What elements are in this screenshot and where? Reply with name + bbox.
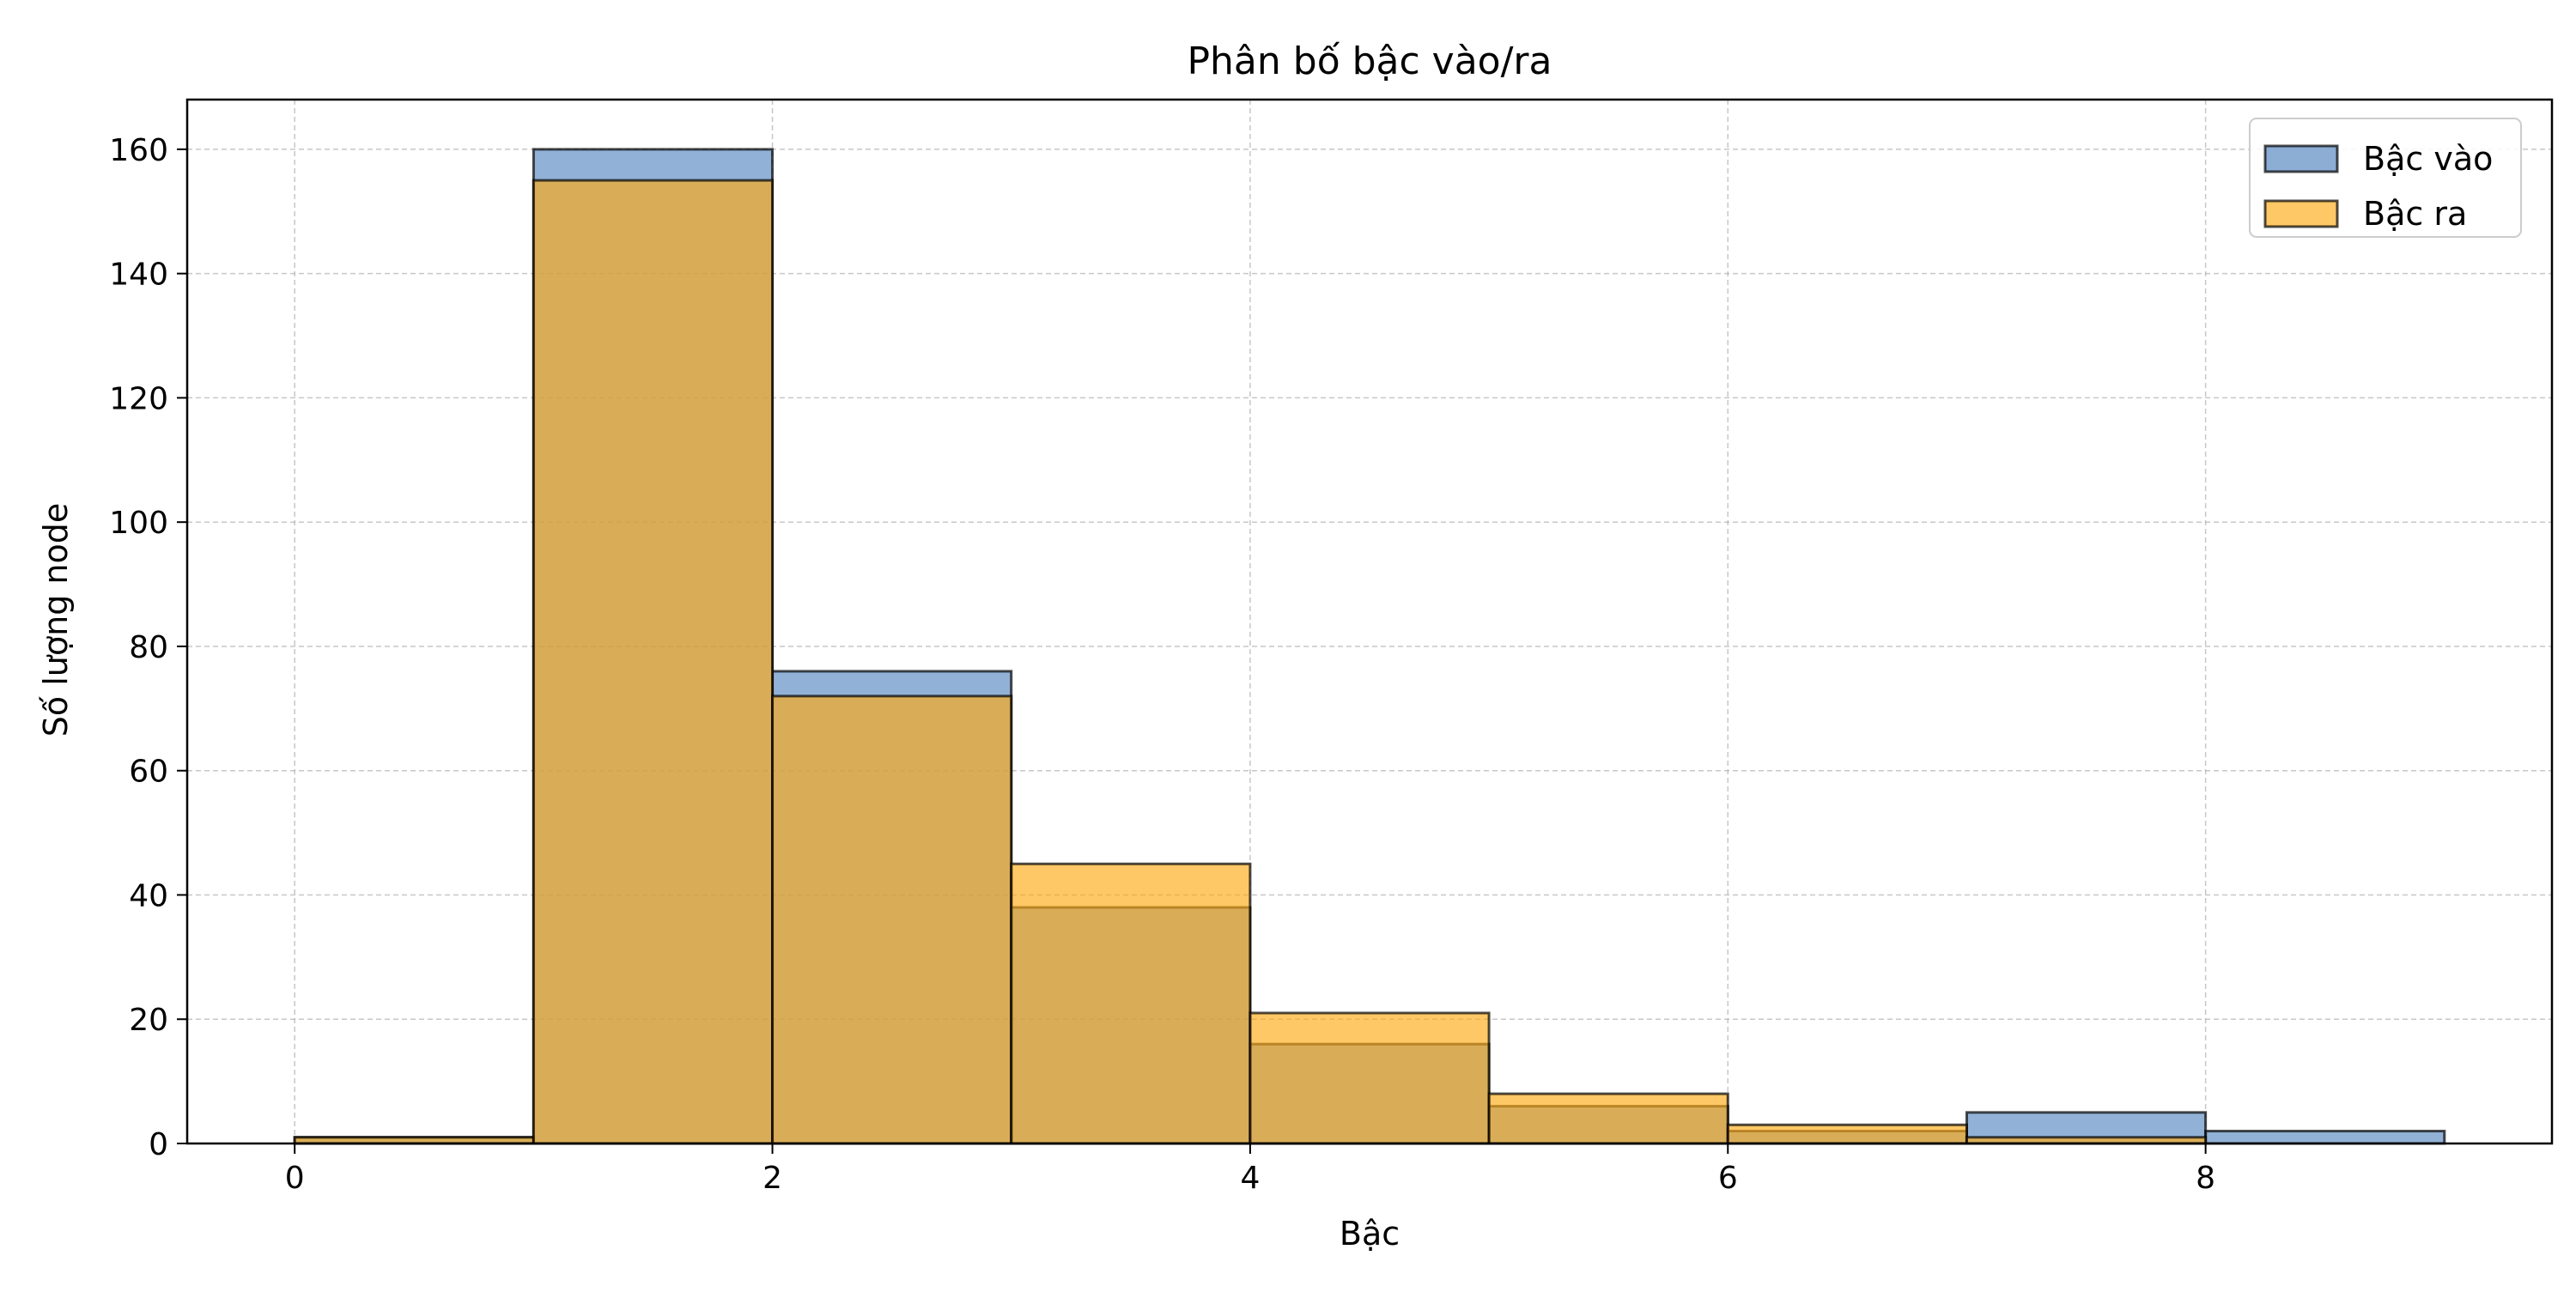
legend: Bậc vào Bậc ra bbox=[2249, 118, 2522, 238]
y-tick-label: 160 bbox=[109, 133, 168, 168]
series-2 bbox=[293, 179, 2208, 1145]
histogram-bar bbox=[1010, 862, 1252, 1145]
histogram-bar bbox=[1249, 1011, 1491, 1145]
y-tick-label: 80 bbox=[129, 630, 168, 665]
y-tick-label: 0 bbox=[149, 1127, 168, 1162]
legend-swatch bbox=[2263, 144, 2339, 173]
y-tick-label: 120 bbox=[109, 381, 168, 416]
y-tick-label: 100 bbox=[109, 506, 168, 541]
histogram-bar bbox=[532, 179, 775, 1145]
x-tick-label: 6 bbox=[1718, 1161, 1738, 1196]
x-tick-label: 4 bbox=[1240, 1161, 1260, 1196]
legend-label: Bậc vào bbox=[2363, 140, 2493, 178]
y-tick-label: 20 bbox=[129, 1003, 168, 1038]
y-axis-label: Số lượng node bbox=[37, 503, 75, 737]
x-tick-label: 2 bbox=[762, 1161, 782, 1196]
x-tick-label: 0 bbox=[285, 1161, 305, 1196]
histogram-bar bbox=[2204, 1130, 2446, 1145]
y-tick-label: 40 bbox=[129, 878, 168, 913]
chart-title: Phân bố bậc vào/ra bbox=[1188, 39, 1552, 83]
legend-swatch bbox=[2263, 199, 2339, 228]
y-tick-label: 60 bbox=[129, 755, 168, 790]
plot-frame bbox=[185, 98, 2554, 1145]
y-tick-label: 140 bbox=[109, 258, 168, 293]
x-axis-label: Bậc bbox=[1340, 1215, 1400, 1253]
histogram-bar bbox=[1726, 1123, 1968, 1145]
legend-label: Bậc ra bbox=[2363, 195, 2467, 233]
x-tick-label: 8 bbox=[2196, 1161, 2215, 1196]
histogram-bar bbox=[1487, 1092, 1729, 1145]
histogram-bar bbox=[771, 695, 1013, 1145]
